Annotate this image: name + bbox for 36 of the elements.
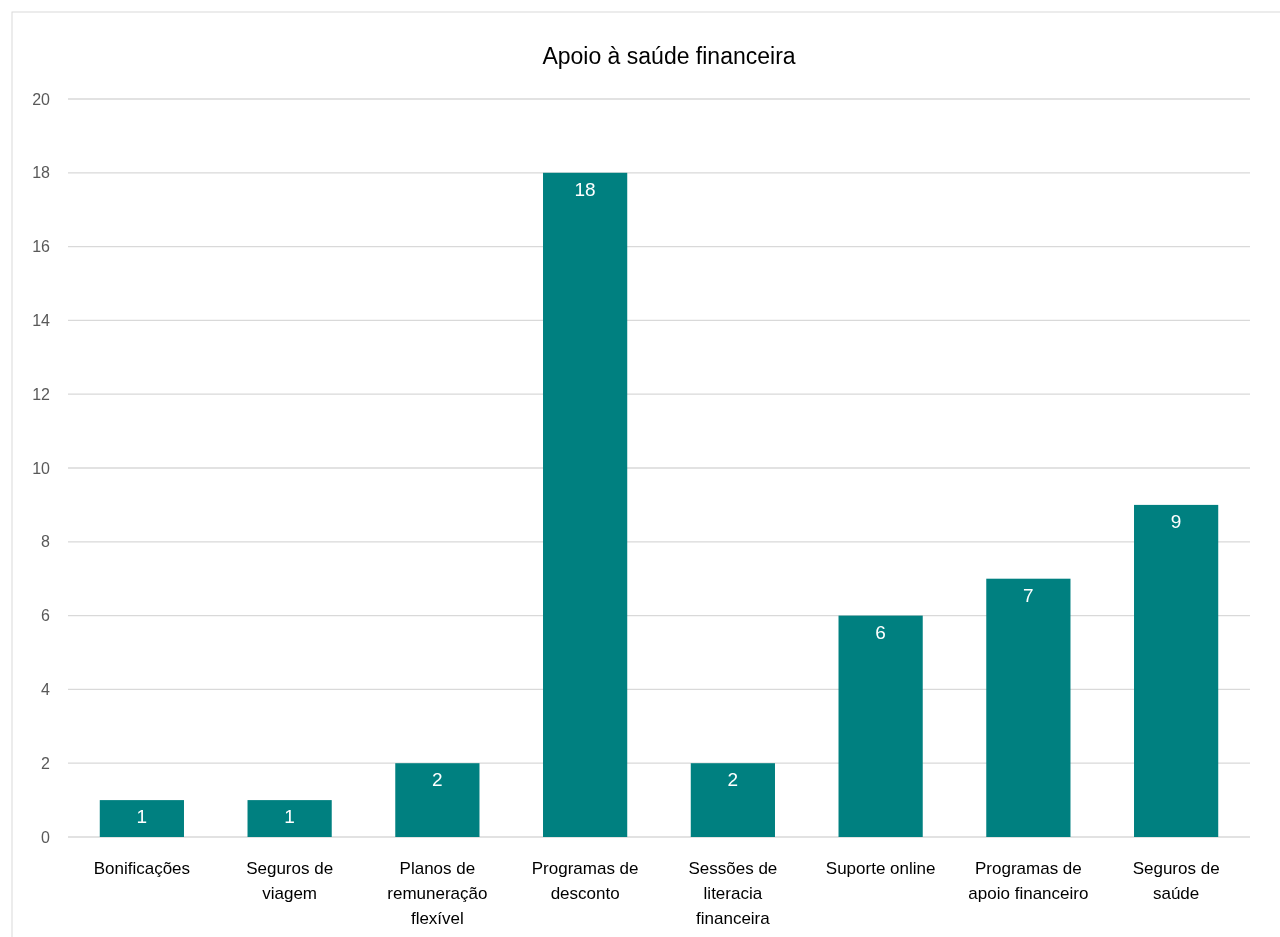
- y-tick-label: 20: [32, 90, 51, 108]
- data-label: 1: [136, 806, 148, 828]
- bar: [395, 763, 480, 837]
- x-tick-label: Seguros de viagem: [246, 859, 334, 903]
- y-tick-label: 2: [41, 754, 51, 772]
- x-tick-label: Programas de desconto: [531, 859, 639, 903]
- bar: [690, 763, 775, 837]
- y-tick-label: 18: [32, 164, 51, 182]
- bar: [247, 800, 332, 837]
- bar: [543, 172, 628, 837]
- data-label: 2: [432, 769, 443, 791]
- bar: [986, 578, 1071, 837]
- bar: [838, 615, 923, 837]
- y-tick-label: 16: [32, 238, 51, 256]
- y-tick-label: 12: [32, 385, 51, 403]
- x-tick-label: Programas de apoio financeiro: [968, 859, 1089, 903]
- data-label: 6: [875, 621, 886, 643]
- y-tick-label: 8: [41, 533, 51, 551]
- x-tick-label: Suporte online: [825, 859, 936, 878]
- x-tick-label: Bonificações: [93, 859, 191, 878]
- y-tick-label: 6: [41, 607, 51, 625]
- data-label: 18: [574, 178, 596, 200]
- y-tick-label: 14: [32, 312, 51, 329]
- data-label: 1: [284, 806, 295, 828]
- x-tick-label: Seguros de saúde: [1132, 859, 1220, 903]
- y-tick-label: 0: [41, 828, 51, 846]
- x-tick-label: Planos de remuneração flexível: [387, 859, 488, 928]
- data-label: 9: [1170, 510, 1182, 532]
- y-tick-label: 10: [32, 459, 51, 477]
- data-label: 2: [727, 769, 739, 791]
- chart-title: Apoio à saúde financeira: [542, 43, 796, 69]
- x-tick-label: Sessões de literacia financeira: [688, 859, 778, 928]
- bar: [99, 800, 184, 837]
- data-label: 7: [1023, 584, 1034, 606]
- y-tick-label: 4: [41, 681, 51, 698]
- bar: [1134, 504, 1219, 837]
